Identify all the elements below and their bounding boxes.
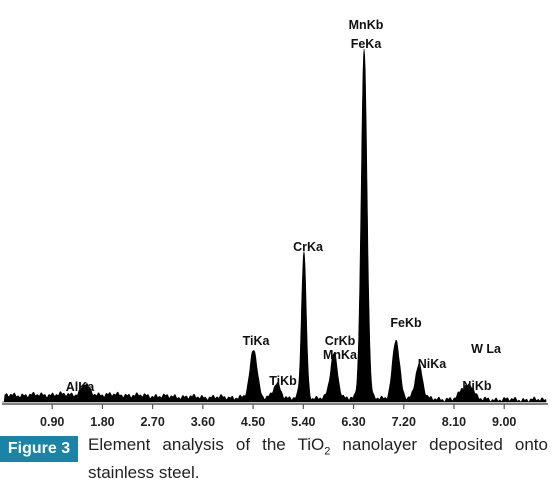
peak-label-mnkb: MnKb — [349, 18, 384, 32]
x-tick-label: 9.00 — [492, 415, 516, 429]
eds-spectrum-chart: 0.90 1.80 2.70 3.60 4.50 5.40 6.30 7.20 8.10 9.00… — [2, 18, 548, 429]
peak-label-alka: AlKa — [66, 380, 96, 394]
peak-label-crkb: CrKb — [325, 334, 356, 348]
caption-text: Element analysis of the TiO2 nanolayer d… — [88, 434, 548, 484]
peak-label-nika: NiKa — [418, 357, 448, 371]
peak-label-wla: W La — [471, 342, 502, 356]
x-tick-label: 0.90 — [40, 415, 64, 429]
peak-label-tika: TiKa — [243, 334, 271, 348]
x-tick-label: 7.20 — [392, 415, 416, 429]
caption-text-start: Element analysis of the TiO — [88, 435, 325, 454]
peak-label-crka: CrKa — [293, 240, 324, 254]
x-tick-label: 8.10 — [442, 415, 466, 429]
spectrum-fill — [2, 48, 547, 403]
peak-label-feka: FeKa — [351, 37, 383, 51]
x-axis-ticks — [51, 404, 505, 409]
x-tick-label: 5.40 — [291, 415, 315, 429]
peak-label-tikb: TiKb — [269, 374, 297, 388]
x-tick-label: 1.80 — [90, 415, 114, 429]
peak-label-fekb: FeKb — [390, 316, 422, 330]
figure-label: Figure 3 — [0, 436, 78, 462]
peak-label-nikb: NiKb — [462, 379, 492, 393]
figure-caption: Figure 3 Element analysis of the TiO2 na… — [0, 434, 552, 482]
spectrum-area — [2, 48, 547, 403]
caption-text-end: nanolayer deposited onto stainless steel… — [88, 435, 548, 483]
x-tick-label: 3.60 — [191, 415, 215, 429]
x-axis-tick-labels: 0.90 1.80 2.70 3.60 4.50 5.40 6.30 7.20 8.10 9.00 — [40, 415, 516, 429]
x-tick-label: 6.30 — [341, 415, 365, 429]
x-tick-label: 4.50 — [241, 415, 265, 429]
peak-label-mnka: MnKa — [323, 348, 358, 362]
caption-subscript: 2 — [324, 445, 331, 458]
x-tick-label: 2.70 — [140, 415, 164, 429]
